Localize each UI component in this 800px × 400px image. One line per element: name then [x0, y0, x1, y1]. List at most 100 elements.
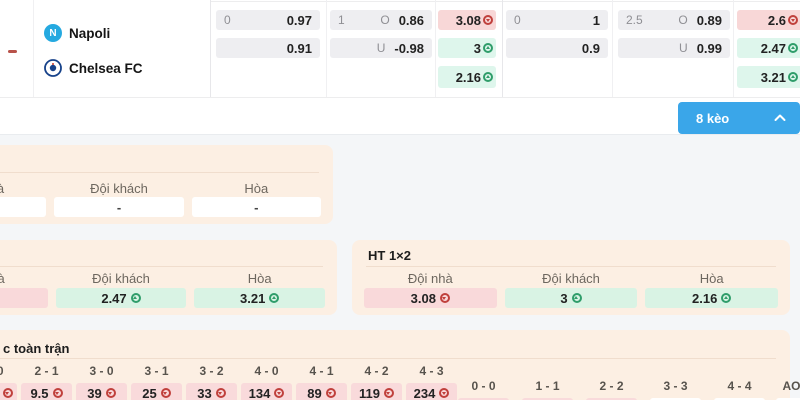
handicap-away-odd[interactable]: 0.91 [216, 38, 320, 58]
header-away: Đội khách [92, 271, 150, 286]
market-panel-ft-1x2: Đội nhà Đội khách Hòa 2.47 3.21 [0, 240, 337, 315]
trend-down-circle-icon [215, 388, 226, 398]
trend-up-circle-icon [721, 293, 732, 303]
odd-cell-draw[interactable]: 3.21 [194, 288, 326, 308]
trend-down-circle-icon [439, 293, 450, 303]
score-column[interactable]: 2 - 1 9.5 [19, 364, 74, 400]
odd-value: 0.91 [286, 40, 312, 56]
odd-value: 119 [359, 385, 380, 400]
header-home: Đội nhà [0, 271, 5, 286]
trend-up-circle-icon [571, 293, 582, 303]
odd-cell-away[interactable]: 2.47 [55, 288, 187, 308]
x2-home-odd[interactable]: 2.6 [737, 10, 800, 30]
score-column[interactable]: 3 - 1 25 [129, 364, 184, 400]
score-column[interactable]: 4 - 4 [709, 379, 770, 400]
odd-value: 2.16 [692, 290, 718, 306]
x2-draw-odd[interactable]: 2.16 [438, 66, 496, 88]
odd-value: 39 [87, 385, 102, 400]
odd-cell-draw[interactable]: 2.16 [645, 288, 779, 308]
divider [210, 0, 211, 97]
divider [366, 266, 776, 267]
score-column[interactable]: 3 - 0 39 [74, 364, 129, 400]
over-odd[interactable]: 1 O 0.86 [330, 10, 432, 30]
score-column[interactable]: 3 - 3 [645, 379, 706, 400]
score-odd-cell [650, 398, 701, 400]
trend-up-circle-icon [130, 293, 141, 303]
handicap-line: 0 [514, 13, 521, 27]
market-cells: 2.47 3.21 [0, 288, 326, 308]
odd-value: 0.89 [696, 12, 722, 28]
trend-down-circle-icon [383, 388, 394, 398]
odd-cell-home[interactable]: - [0, 197, 47, 217]
odd-value: 3.21 [240, 290, 266, 306]
x2-away-odd[interactable]: 3 [438, 38, 496, 58]
over-label: O [678, 13, 688, 27]
odd-value: -0.98 [394, 40, 424, 56]
odd-cell-home[interactable] [0, 288, 48, 308]
x2-home-odd[interactable]: 3.08 [438, 10, 496, 30]
score-column[interactable]: 4 - 2 119 [349, 364, 404, 400]
home-team-name: Napoli [69, 25, 111, 41]
trend-up-circle-icon [269, 293, 280, 303]
under-label: U [376, 41, 386, 55]
total-line: 2.5 [626, 13, 643, 27]
score-column[interactable]: 3 - 2 33 [184, 364, 239, 400]
score-column[interactable]: 1 - 1 [517, 379, 578, 400]
handicap-home-odd[interactable]: 0 1 [506, 10, 608, 30]
score-label: 4 - 1 [309, 364, 334, 378]
score-column[interactable]: 0 - 0 [453, 379, 514, 400]
header-home: Đội nhà [407, 271, 453, 286]
market-panel-correct-score: c toàn trận 2 - 0 2 - 1 9.5 3 - 0 [0, 330, 800, 400]
score-odd-cell: 89 [296, 383, 347, 400]
odd-cell-away[interactable]: 3 [504, 288, 638, 308]
under-odd[interactable]: U -0.98 [330, 38, 432, 58]
odd-value: 0.97 [286, 12, 312, 28]
home-score-odds: 2 - 0 2 - 1 9.5 3 - 0 39 [0, 364, 459, 400]
divider [0, 266, 323, 267]
market-cells: - - - [0, 197, 321, 217]
markets-count-button[interactable]: 8 kèo [678, 102, 800, 134]
odd-cell-away[interactable]: - [54, 197, 184, 217]
odd-value: 9.5 [30, 385, 49, 400]
score-label: 4 - 4 [727, 379, 752, 393]
market-panel-ht-1x2: HT 1×2 Đội nhà Đội khách Hòa 3.08 3 2.16 [352, 240, 790, 315]
trend-down-circle-icon [105, 388, 116, 398]
divider [612, 0, 613, 97]
divider [210, 1, 800, 2]
x2-away-odd[interactable]: 2.47 [737, 38, 800, 58]
score-odd-cell: 39 [76, 383, 127, 400]
odd-value: 234 [413, 385, 436, 400]
divider [0, 358, 776, 359]
away-team-name: Chelsea FC [69, 60, 143, 76]
trend-down-circle-icon [2, 388, 13, 398]
handicap-home-odd[interactable]: 0 0.97 [216, 10, 320, 30]
score-label: 4 - 2 [364, 364, 389, 378]
odd-value: 3 [560, 290, 568, 306]
odd-value: 0.86 [398, 12, 424, 28]
x2-draw-odd[interactable]: 3.21 [737, 66, 800, 88]
handicap-away-odd[interactable]: 0.9 [506, 38, 608, 58]
score-odd-cell [522, 398, 573, 400]
score-odd-cell: 9.5 [21, 383, 72, 400]
odd-cell-home[interactable]: 3.08 [364, 288, 497, 308]
score-column[interactable]: 4 - 0 134 [239, 364, 294, 400]
score-label: AOS [782, 379, 800, 393]
divider [0, 97, 800, 98]
score-label: 2 - 1 [34, 364, 59, 378]
over-odd[interactable]: 2.5 O 0.89 [618, 10, 730, 30]
odd-value: 3.21 [760, 69, 786, 85]
score-column[interactable]: 2 - 2 [581, 379, 642, 400]
header-away: Đội khách [542, 271, 600, 286]
score-column[interactable]: AOS [773, 379, 800, 400]
score-column[interactable]: 2 - 0 [0, 364, 19, 400]
odd-value: 89 [307, 385, 322, 400]
odd-value: 0.9 [581, 40, 600, 56]
odd-cell-draw[interactable]: - [191, 197, 321, 217]
score-column[interactable]: 4 - 3 234 [404, 364, 459, 400]
odd-value: 25 [142, 385, 157, 400]
under-odd[interactable]: U 0.99 [618, 38, 730, 58]
red-dash-icon[interactable] [8, 50, 17, 53]
score-column[interactable]: 4 - 1 89 [294, 364, 349, 400]
odd-value: 3 [473, 40, 481, 56]
